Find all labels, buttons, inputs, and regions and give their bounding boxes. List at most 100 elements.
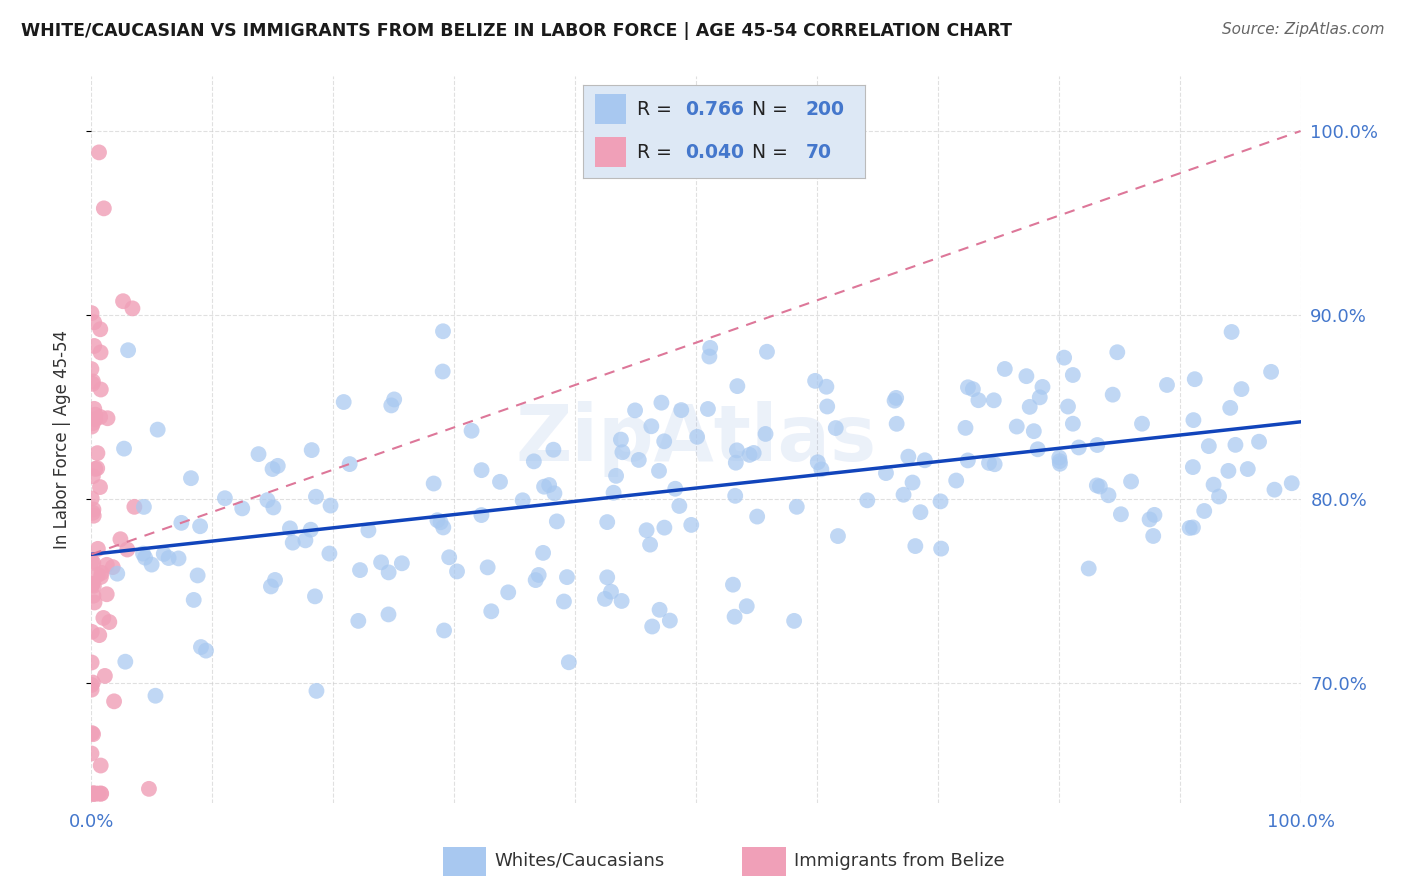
Point: [1101, 387, 1123, 401]
Point: [1181, 460, 1204, 475]
Point: [84, 408, 107, 422]
Text: R =: R =: [637, 143, 678, 161]
Point: [624, 403, 647, 417]
Point: [93, 611, 115, 625]
Point: [89, 628, 111, 642]
Point: [1029, 390, 1052, 404]
Point: [114, 655, 136, 669]
Point: [471, 463, 494, 477]
Point: [84, 462, 107, 476]
Point: [433, 624, 456, 638]
Point: [815, 380, 838, 394]
Point: [87, 787, 110, 801]
Point: [901, 475, 924, 490]
Point: [187, 568, 209, 582]
Text: N =: N =: [752, 100, 794, 119]
Point: [929, 541, 952, 556]
Point: [640, 419, 662, 434]
Point: [82, 727, 104, 741]
Point: [121, 301, 143, 316]
Point: [117, 542, 139, 557]
Point: [723, 609, 745, 624]
Point: [83, 787, 105, 801]
Point: [90, 758, 112, 772]
Point: [80, 678, 103, 692]
Point: [83, 339, 105, 353]
Point: [1085, 438, 1108, 452]
Point: [1130, 417, 1153, 431]
Point: [112, 294, 135, 309]
Point: [80, 656, 103, 670]
FancyBboxPatch shape: [443, 847, 486, 876]
Point: [98, 615, 121, 629]
Point: [652, 434, 675, 449]
Point: [602, 485, 624, 500]
Point: [152, 547, 174, 561]
Point: [686, 430, 709, 444]
Point: [783, 614, 806, 628]
Point: [538, 478, 561, 492]
Point: [1247, 434, 1270, 449]
Point: [1184, 372, 1206, 386]
Point: [543, 442, 565, 457]
Point: [82, 589, 104, 603]
Point: [318, 547, 340, 561]
Point: [90, 345, 112, 359]
Point: [543, 486, 565, 500]
Point: [80, 682, 103, 697]
Point: [1220, 325, 1243, 339]
Point: [681, 517, 703, 532]
Point: [1198, 439, 1220, 453]
Point: [281, 535, 304, 549]
Point: [167, 551, 190, 566]
Point: [82, 469, 104, 483]
Point: [80, 554, 103, 568]
Point: [183, 593, 205, 607]
Point: [96, 411, 118, 425]
Point: [1182, 413, 1205, 427]
Point: [1230, 382, 1253, 396]
Point: [80, 726, 103, 740]
Point: [426, 513, 449, 527]
Point: [87, 145, 110, 160]
Point: [1031, 380, 1053, 394]
Point: [477, 560, 499, 574]
Point: [1018, 400, 1040, 414]
Point: [82, 375, 104, 389]
Point: [610, 594, 633, 608]
Text: 200: 200: [806, 100, 845, 119]
Point: [357, 524, 380, 538]
Point: [1047, 450, 1070, 465]
Point: [605, 468, 627, 483]
Point: [256, 493, 278, 508]
Point: [347, 614, 370, 628]
Point: [96, 587, 118, 601]
Point: [1139, 512, 1161, 526]
Point: [956, 453, 979, 467]
Point: [1119, 475, 1142, 489]
Point: [82, 376, 104, 391]
Point: [110, 533, 132, 547]
Point: [893, 488, 915, 502]
Point: [1181, 520, 1204, 534]
Text: Immigrants from Belize: Immigrants from Belize: [793, 852, 1004, 870]
Point: [446, 565, 468, 579]
Point: [699, 350, 721, 364]
Point: [523, 454, 546, 468]
Text: 0.040: 0.040: [685, 143, 744, 161]
Point: [1225, 438, 1247, 452]
FancyBboxPatch shape: [595, 95, 626, 124]
Point: [897, 450, 920, 464]
Point: [884, 391, 907, 405]
Point: [983, 393, 1005, 408]
Point: [86, 461, 108, 475]
Point: [83, 595, 105, 609]
Point: [214, 491, 236, 506]
Point: [93, 202, 115, 216]
Point: [533, 480, 555, 494]
Point: [132, 500, 155, 514]
Point: [80, 306, 103, 320]
Point: [489, 475, 512, 489]
Point: [1062, 417, 1084, 431]
Point: [82, 675, 104, 690]
